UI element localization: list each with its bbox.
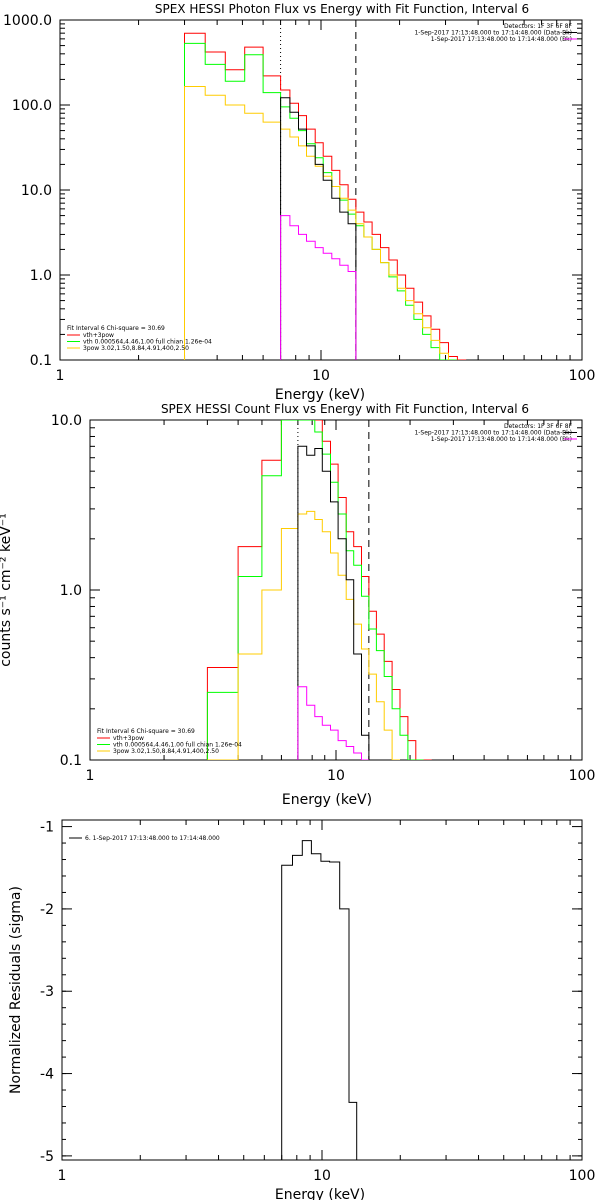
x-tick-label: 1 — [86, 768, 95, 784]
photon-flux-title: SPEX HESSI Photon Flux vs Energy with Fi… — [155, 2, 529, 16]
y-tick-label: 0.1 — [30, 353, 52, 369]
count-flux-xlabel: Energy (keV) — [282, 792, 372, 808]
legend-header: Fit Interval 6 Chi-square = 30.69 — [97, 728, 195, 735]
y-tick-label: -1 — [40, 820, 54, 836]
residuals-plot-area: 1 10 100 -5 -4 -3 -2 -1 6. 1-Sep-2017 17:13:48.0… — [40, 819, 596, 1184]
count-flux-plot-area: 1 10 1000.11.010.0 Detectors: 1F 3F 6F 8F1-… — [51, 413, 596, 784]
y-tick-label: 0.1 — [60, 753, 82, 769]
y-tick-label: -3 — [40, 984, 54, 1000]
x-tick-label: 100 — [569, 368, 596, 384]
x-tick-label: 100 — [569, 1168, 596, 1184]
series-line-bk — [297, 686, 369, 760]
legend-label: vth+3pow — [113, 735, 144, 742]
series-line-6-1-sep-2017-17-13-48-000-to-17-14-48-000 — [281, 840, 358, 1160]
series-line-3pow — [207, 510, 400, 760]
info-line: 1-Sep-2017 17:13:48.000 to 17:14:48.000 … — [431, 36, 572, 43]
y-tick-label: 10.0 — [21, 183, 52, 199]
photon-flux-xlabel: Energy (keV) — [275, 387, 365, 403]
x-tick-label: 1 — [58, 1168, 67, 1184]
legend-label: vth 0.000564,4.46,1.00 full chian 1.26e-… — [83, 339, 212, 346]
count-flux-panel: SPEX HESSI Count Flux vs Energy with Fit… — [0, 402, 595, 808]
legend-label: vth 0.000564,4.46,1.00 full chian 1.26e-… — [113, 742, 242, 749]
series-line-data-bk — [280, 97, 357, 360]
y-tick-label: 1.0 — [30, 268, 52, 284]
x-tick-label: 1 — [56, 368, 65, 384]
series-line-3pow — [184, 86, 449, 360]
legend-header: Fit Interval 6 Chi-square = 30.69 — [67, 325, 165, 332]
photon-flux-plot-area: 1 10 100 0.1 1.0 10.0 100.0 1000.0 Detectors: 1F… — [3, 13, 595, 384]
info-line: 1-Sep-2017 17:13:48.000 to 17:14:48.000 … — [414, 430, 572, 437]
series-line-data-bk — [297, 445, 370, 760]
residuals-xlabel: Energy (keV) — [275, 1187, 365, 1200]
info-line: Detectors: 1F 3F 6F 8F — [504, 423, 573, 430]
count-flux-ylabel: counts s⁻¹ cm⁻² keV⁻¹ — [0, 513, 14, 667]
residuals-panel: 1 10 100 -5 -4 -3 -2 -1 6. 1-Sep-2017 17:13:48.0… — [8, 819, 596, 1200]
y-tick-label: -4 — [40, 1067, 54, 1083]
series-line-vth — [206, 420, 424, 760]
x-tick-label: 100 — [569, 768, 596, 784]
info-line: Detectors: 1F 3F 6F 8F — [504, 23, 573, 30]
legend-label: 6. 1-Sep-2017 17:13:48.000 to 17:14:48.0… — [85, 835, 220, 842]
y-tick-label: 100.0 — [12, 98, 52, 114]
y-tick-label: 10.0 — [51, 413, 82, 429]
y-tick-label: 1.0 — [60, 583, 82, 599]
y-tick-label: -2 — [40, 902, 54, 918]
x-tick-label: 10 — [313, 1168, 331, 1184]
x-tick-label: 10 — [327, 768, 345, 784]
series-line-bk — [280, 215, 357, 360]
info-line: 1-Sep-2017 17:13:48.000 to 17:14:48.000 … — [414, 30, 572, 37]
legend-label: vth+3pow — [83, 332, 114, 339]
y-tick-label: 1000.0 — [3, 13, 52, 29]
count-flux-title: SPEX HESSI Count Flux vs Energy with Fit… — [161, 402, 529, 416]
x-tick-label: 10 — [312, 368, 330, 384]
legend-label: 3pow 3.02,1.50,8.84,4.91,400,2.50 — [113, 748, 219, 755]
photon-flux-panel: SPEX HESSI Photon Flux vs Energy with Fi… — [3, 2, 595, 403]
y-tick-label: -5 — [40, 1149, 54, 1165]
info-line: 1-Sep-2017 17:13:48.000 to 17:14:48.000 … — [431, 436, 572, 443]
legend-label: 3pow 3.02,1.50,8.84,4.91,400,2.50 — [83, 345, 189, 352]
residuals-ylabel: Normalized Residuals (sigma) — [8, 886, 24, 1094]
